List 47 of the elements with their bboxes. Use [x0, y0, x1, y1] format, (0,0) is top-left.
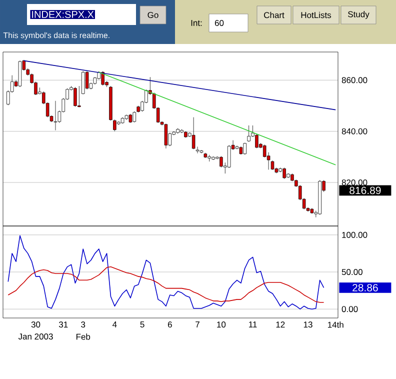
candlestick: [282, 167, 286, 180]
candlestick: [247, 125, 250, 142]
candlestick: [200, 150, 204, 154]
candlestick: [74, 86, 77, 107]
x-tick-label: 30: [31, 322, 40, 328]
candlestick: [220, 156, 223, 168]
text: Study: [348, 11, 370, 19]
candlestick: [101, 70, 104, 86]
x-tick-label: 4: [112, 322, 117, 328]
candlestick: [192, 117, 196, 150]
x-tick-label: 7: [196, 322, 200, 328]
x-tick-label: 31: [58, 322, 68, 328]
text: 816.89: [350, 186, 381, 194]
chart-subtitle: This symbol's data is realtime.: [3, 32, 110, 40]
y-tick-label: 860.00: [342, 77, 368, 84]
x-tick-label: 6: [168, 322, 172, 328]
x-tick-label: 13: [304, 322, 312, 328]
text: HotLists: [301, 12, 332, 18]
y-tick-label: 50.00: [342, 268, 362, 275]
text: Jan 2003: [18, 334, 53, 340]
text: 28.86: [352, 284, 378, 292]
x-tick-label: 11: [249, 322, 257, 328]
candlestick: [54, 100, 58, 130]
x-tick-label: 10: [217, 322, 226, 328]
candlestick: [132, 111, 136, 123]
text: Go: [148, 12, 158, 18]
candlestick: [255, 134, 258, 148]
x-tick-label: 3: [81, 322, 86, 328]
y-tick-label: 100.00: [342, 232, 368, 238]
text: Feb: [76, 334, 90, 340]
candlestick: [270, 160, 274, 170]
text: 60: [214, 20, 224, 26]
y-tick-label: 0.00: [342, 306, 358, 312]
candlestick: [113, 119, 116, 132]
chart-title: INDEX:SPX.X: [32, 10, 94, 18]
candlestick: [81, 70, 85, 94]
x-tick-label: 5: [140, 322, 144, 328]
candlestick: [85, 70, 89, 90]
candlestick: [78, 86, 81, 108]
y-tick-label: 840.00: [342, 128, 368, 134]
text: Int:: [191, 20, 202, 26]
text: Chart: [264, 12, 284, 18]
candlestick: [164, 123, 168, 149]
y-tick-label: 820.00: [342, 179, 368, 186]
x-tick-label: 14th: [328, 322, 344, 328]
x-tick-label: 12: [276, 322, 285, 328]
candlestick: [227, 144, 231, 168]
